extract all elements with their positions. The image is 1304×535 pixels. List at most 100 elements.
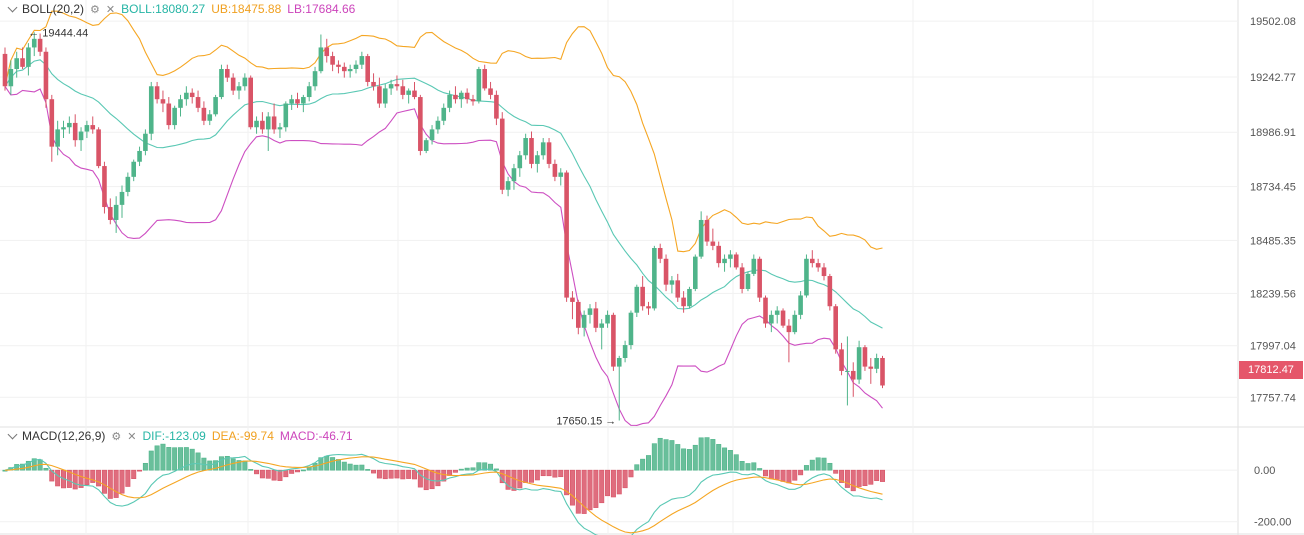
chevron-down-icon[interactable]	[7, 429, 18, 440]
macd-histogram-bar	[622, 469, 628, 489]
macd-histogram-bar	[66, 469, 72, 488]
candle-body	[61, 127, 66, 130]
candle-body	[254, 120, 259, 128]
candle-body	[418, 97, 423, 151]
macd-histogram-bar	[283, 469, 289, 478]
candle-body	[628, 312, 634, 346]
dif-line	[4, 453, 883, 535]
macd-histogram-bar	[43, 467, 49, 471]
macd-histogram-bar	[792, 469, 798, 481]
chevron-down-icon[interactable]	[7, 2, 18, 13]
low-price-label: 17650.15 →	[556, 415, 616, 427]
candle-body	[821, 267, 827, 277]
candle-body	[488, 88, 493, 95]
macd-histogram-bar	[166, 447, 172, 471]
close-icon[interactable]: ✕	[127, 430, 137, 443]
macd-histogram-bar	[482, 462, 488, 471]
candle-body	[862, 347, 868, 367]
macd-histogram-bar	[879, 469, 885, 482]
boll-indicator-name[interactable]: BOLL(20,2)	[22, 2, 85, 16]
candle-body	[880, 357, 885, 386]
macd-histogram-bar	[528, 469, 534, 483]
candle-body	[347, 69, 353, 72]
candle-body	[576, 301, 581, 328]
candle-body	[189, 92, 195, 98]
candle-body	[675, 280, 681, 298]
candle-body	[342, 66, 347, 72]
candle-body	[365, 56, 370, 82]
macd-histogram-bar	[675, 444, 681, 471]
candle-body	[722, 258, 727, 264]
macd-histogram-bar	[207, 460, 213, 471]
macd-histogram-bar	[417, 469, 423, 488]
macd-histogram-bar	[371, 469, 377, 474]
candle-body	[406, 90, 411, 95]
macd-histogram-bar	[183, 447, 189, 471]
macd-histogram-bar	[277, 469, 283, 481]
macd-histogram-bar	[657, 437, 663, 471]
price-tick-label: 19242.77	[1250, 72, 1296, 84]
candle-body	[242, 77, 248, 87]
candle-body	[564, 172, 569, 298]
settings-icon[interactable]: ⚙	[90, 3, 100, 16]
macd-histogram-bar	[827, 462, 833, 471]
macd-histogram-bar	[154, 445, 160, 471]
macd-histogram-bar	[49, 469, 55, 482]
macd-histogram-bar	[505, 469, 511, 490]
candle-body	[505, 181, 511, 190]
candle-body	[277, 127, 283, 130]
candle-body	[798, 295, 803, 315]
candle-body	[733, 254, 739, 268]
macd-histogram-bar	[464, 467, 470, 471]
macd-histogram-bar	[142, 462, 148, 471]
price-tick-label: 18485.35	[1250, 235, 1296, 247]
candle-body	[172, 107, 177, 126]
candle-body	[72, 122, 78, 141]
candle-body	[219, 69, 224, 98]
macd-histogram-bar	[265, 469, 271, 479]
candle-body	[260, 120, 265, 130]
candle-body	[587, 308, 593, 315]
macd-histogram-bar	[745, 463, 751, 471]
candle-body	[382, 88, 388, 104]
candle-body	[84, 125, 90, 132]
macd-histogram-bar	[388, 469, 394, 479]
macd-histogram-bar	[839, 469, 845, 483]
candle-body	[96, 129, 101, 167]
lb-value: LB:17684.66	[287, 2, 356, 16]
candle-body	[225, 69, 230, 78]
macd-histogram-bar	[248, 469, 254, 471]
macd-histogram-bar	[704, 437, 710, 471]
macd-histogram-bar	[242, 460, 248, 471]
candle-body	[757, 258, 762, 298]
candle-body	[581, 314, 587, 328]
close-icon[interactable]: ✕	[105, 3, 116, 16]
settings-icon[interactable]: ⚙	[111, 430, 122, 443]
macd-histogram-bar	[470, 467, 476, 471]
macd-histogram-bar	[441, 469, 447, 482]
macd-histogram-bar	[96, 469, 102, 487]
macd-indicator-name[interactable]: MACD(12,26,9)	[22, 429, 106, 443]
macd-histogram-bar	[616, 469, 622, 495]
macd-histogram-bar	[698, 437, 704, 471]
macd-histogram-bar	[230, 458, 236, 471]
macd-histogram-bar	[382, 469, 388, 480]
candle-body	[394, 84, 400, 87]
macd-histogram-bar	[581, 469, 587, 514]
macd-histogram-bar	[347, 463, 353, 471]
candle-body	[359, 56, 365, 65]
macd-histogram-bar	[259, 469, 265, 479]
candle-body	[570, 297, 575, 302]
macd-histogram-bar	[692, 444, 698, 471]
macd-histogram-bar	[634, 464, 640, 471]
candle-body	[646, 306, 651, 309]
macd-histogram-bar	[862, 469, 868, 487]
candle-body	[377, 86, 382, 104]
candle-body	[535, 155, 540, 164]
candle-body	[640, 286, 645, 307]
price-tick-label: 19502.08	[1250, 16, 1296, 28]
macd-histogram-bar	[798, 469, 804, 476]
macd-histogram-bar	[605, 469, 611, 497]
candle-body	[780, 310, 786, 326]
macd-histogram-bar	[523, 469, 529, 483]
